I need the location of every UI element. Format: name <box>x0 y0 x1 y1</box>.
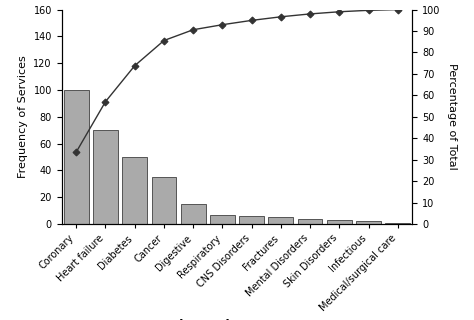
Bar <box>239 216 264 224</box>
Y-axis label: Frequency of Services: Frequency of Services <box>18 55 28 178</box>
Bar <box>385 223 410 224</box>
Bar <box>152 177 176 224</box>
Bar <box>268 217 293 224</box>
Bar <box>298 219 322 224</box>
Bar <box>122 157 147 224</box>
Bar <box>64 90 89 224</box>
X-axis label: Diagnosis Category: Diagnosis Category <box>169 319 305 320</box>
Bar <box>93 130 118 224</box>
Bar <box>356 221 381 224</box>
Bar <box>181 204 206 224</box>
Y-axis label: Percentage of Total: Percentage of Total <box>447 63 457 170</box>
Bar <box>327 220 352 224</box>
Bar <box>210 215 235 224</box>
